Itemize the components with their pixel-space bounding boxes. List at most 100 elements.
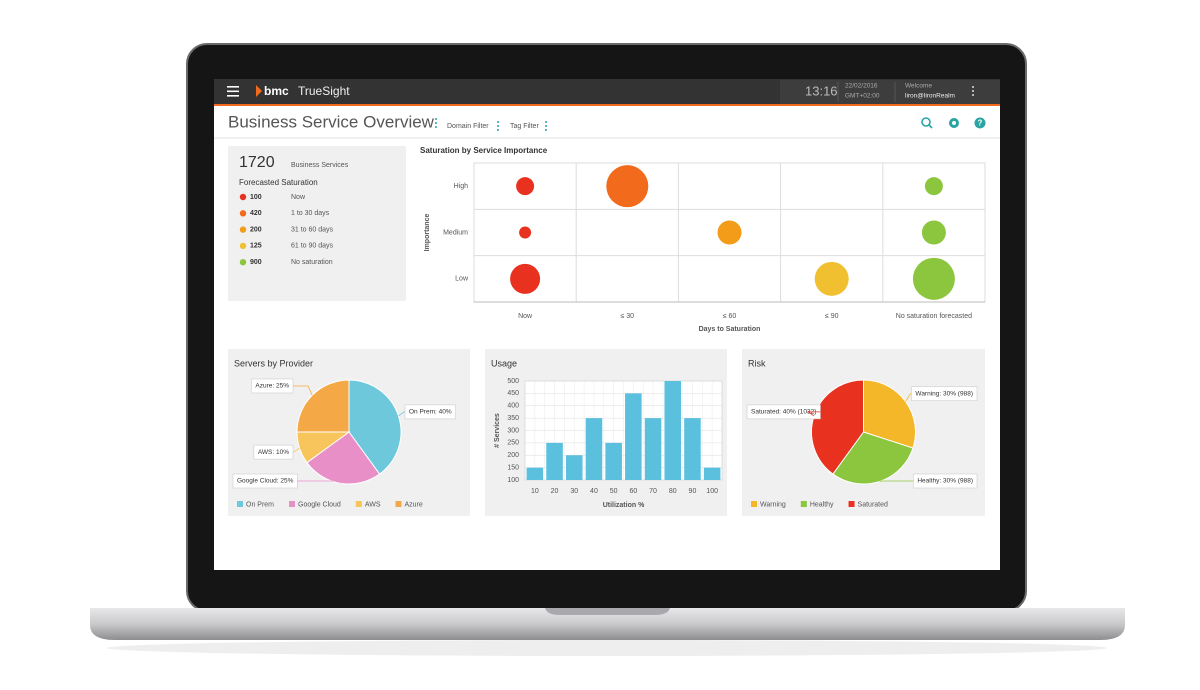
callout-leader bbox=[398, 411, 405, 417]
x-tick-label: 60 bbox=[629, 488, 637, 495]
user-menu[interactable] bbox=[972, 86, 974, 96]
status-count: 420 bbox=[250, 210, 262, 217]
chart-title: Usage bbox=[491, 358, 517, 368]
y-tick-label: 500 bbox=[507, 378, 519, 385]
chart-title: Servers by Provider bbox=[234, 358, 313, 368]
summary-title: Forecasted Saturation bbox=[239, 178, 318, 187]
settings-icon[interactable] bbox=[949, 118, 959, 128]
legend-label: AWS bbox=[365, 501, 381, 508]
callout-text: Healthy: 30% (988) bbox=[917, 478, 973, 485]
pie-slice bbox=[306, 431, 381, 485]
timezone: GMT+02:00 bbox=[845, 93, 880, 100]
status-label: 1 to 30 days bbox=[291, 210, 330, 217]
x-tick-label: ≤ 60 bbox=[723, 313, 737, 320]
bar bbox=[526, 467, 544, 480]
bar bbox=[546, 442, 563, 480]
logo-mark bbox=[256, 85, 262, 97]
callout-text: Saturated: 40% (1032) bbox=[751, 409, 816, 416]
page-title: Business Service Overview bbox=[228, 112, 435, 131]
product: TrueSight bbox=[298, 84, 350, 98]
y-tick-label: 350 bbox=[507, 415, 519, 422]
status-dot bbox=[239, 210, 247, 217]
legend-swatch bbox=[289, 501, 296, 507]
x-tick-label: No saturation forecasted bbox=[896, 313, 972, 320]
pie-slice bbox=[863, 379, 916, 449]
bar bbox=[664, 381, 682, 480]
bubble bbox=[924, 177, 943, 196]
callout-text: On Prem: 40% bbox=[409, 409, 452, 416]
y-tick-label: Low bbox=[455, 276, 469, 283]
legend-swatch bbox=[355, 501, 362, 507]
y-tick-label: 450 bbox=[507, 390, 519, 397]
tag-filter[interactable]: Tag Filter bbox=[510, 123, 539, 130]
bar bbox=[585, 418, 603, 480]
x-tick-label: ≤ 30 bbox=[621, 313, 635, 320]
bubble bbox=[519, 226, 532, 239]
y-axis-label: Importance bbox=[424, 214, 431, 252]
callout-text: AWS: 10% bbox=[258, 449, 289, 456]
status-dot bbox=[239, 242, 247, 250]
pie-slice bbox=[832, 431, 914, 485]
legend-swatch bbox=[395, 501, 402, 507]
status-count: 200 bbox=[250, 226, 262, 233]
legend-swatch bbox=[751, 501, 757, 507]
bar bbox=[565, 455, 583, 480]
callout-text: Warning: 30% (988) bbox=[915, 390, 973, 397]
bar bbox=[644, 418, 662, 480]
callout-leader bbox=[293, 447, 300, 453]
bubble bbox=[717, 220, 742, 245]
filter-menu[interactable] bbox=[545, 121, 547, 131]
notch bbox=[545, 608, 670, 615]
x-axis-label: Utilization % bbox=[603, 502, 645, 509]
bubble bbox=[814, 261, 849, 296]
summary-panel bbox=[228, 146, 406, 301]
x-tick-label: Now bbox=[518, 313, 533, 320]
legend-swatch bbox=[237, 501, 243, 507]
status-label: Now bbox=[291, 194, 306, 201]
filter-menu[interactable] bbox=[497, 121, 499, 131]
callout-leader bbox=[905, 393, 912, 402]
callout-text: Google Cloud: 25% bbox=[237, 478, 294, 485]
status-count: 125 bbox=[250, 243, 262, 250]
shadow bbox=[107, 640, 1107, 656]
bar bbox=[684, 418, 701, 480]
x-tick-label: 100 bbox=[706, 488, 718, 495]
chart-title: Risk bbox=[748, 358, 766, 368]
title-menu[interactable] bbox=[435, 118, 437, 128]
menu-icon[interactable] bbox=[227, 86, 239, 97]
bar bbox=[703, 467, 721, 480]
x-tick-label: ≤ 90 bbox=[825, 313, 839, 320]
legend-label: On Prem bbox=[246, 501, 274, 508]
status-dot bbox=[239, 226, 247, 233]
bubble bbox=[606, 165, 649, 208]
status-label: No saturation bbox=[291, 259, 333, 266]
y-tick-label: 200 bbox=[507, 452, 519, 459]
y-tick-label: 400 bbox=[507, 403, 519, 410]
svg-text:?: ? bbox=[978, 119, 983, 128]
user[interactable]: liron@lironRealm bbox=[905, 93, 955, 100]
y-tick-label: 300 bbox=[507, 427, 519, 434]
y-tick-label: 150 bbox=[507, 464, 519, 471]
legend-label: Healthy bbox=[810, 501, 834, 508]
laptop-base bbox=[90, 608, 1125, 640]
date: 22/02/2016 bbox=[845, 83, 878, 90]
y-tick-label: High bbox=[454, 183, 469, 190]
top-bar-accent bbox=[214, 104, 1000, 106]
status-count: 100 bbox=[250, 194, 262, 201]
welcome: Welcome bbox=[905, 83, 932, 90]
y-axis-label: # Services bbox=[494, 413, 501, 448]
help-icon[interactable]: ? bbox=[974, 117, 986, 129]
y-tick-label: 250 bbox=[507, 440, 519, 447]
x-tick-label: 90 bbox=[689, 488, 697, 495]
bubble bbox=[510, 263, 541, 294]
callout-text: Azure: 25% bbox=[255, 383, 289, 390]
status-area bbox=[780, 80, 1000, 104]
status-label: 61 to 90 days bbox=[291, 243, 334, 250]
legend-label: Google Cloud bbox=[298, 501, 341, 508]
y-tick-label: 100 bbox=[507, 477, 519, 484]
search-icon[interactable] bbox=[921, 117, 933, 129]
domain-filter[interactable]: Domain Filter bbox=[447, 123, 489, 130]
bubble bbox=[921, 220, 946, 245]
